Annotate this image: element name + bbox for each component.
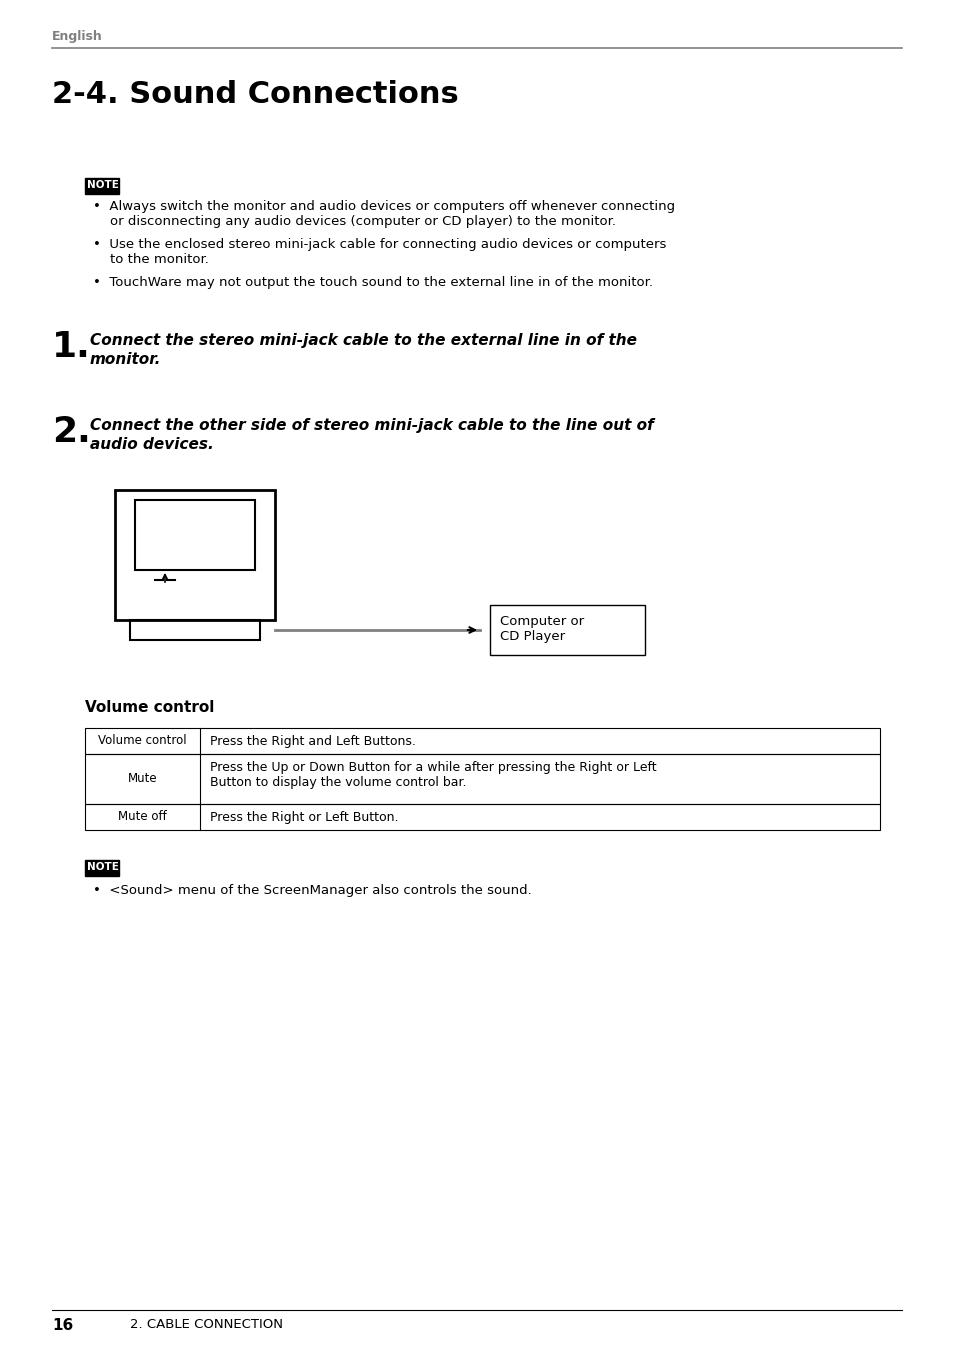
Bar bbox=[85, 728, 879, 754]
Text: Press the Right and Left Buttons.: Press the Right and Left Buttons. bbox=[210, 735, 416, 748]
Text: 2.: 2. bbox=[52, 415, 91, 449]
Text: •  <Sound> menu of the ScreenManager also controls the sound.: • <Sound> menu of the ScreenManager also… bbox=[92, 884, 531, 896]
Text: 16: 16 bbox=[52, 1318, 73, 1333]
Text: Computer or
CD Player: Computer or CD Player bbox=[499, 615, 583, 643]
Text: Connect the other side of stereo mini-jack cable to the line out of: Connect the other side of stereo mini-ja… bbox=[90, 418, 653, 433]
Text: 1.: 1. bbox=[52, 330, 91, 364]
Text: Press the Up or Down Button for a while after pressing the Right or Left
Button : Press the Up or Down Button for a while … bbox=[210, 762, 656, 789]
Text: Press the Right or Left Button.: Press the Right or Left Button. bbox=[210, 811, 398, 824]
Text: 2. CABLE CONNECTION: 2. CABLE CONNECTION bbox=[130, 1318, 283, 1330]
Bar bbox=[130, 620, 260, 640]
Bar bbox=[490, 605, 644, 655]
Bar bbox=[85, 178, 119, 194]
Text: Volume control: Volume control bbox=[85, 700, 214, 714]
Bar bbox=[85, 803, 879, 830]
Bar bbox=[85, 754, 879, 803]
Text: •  Always switch the monitor and audio devices or computers off whenever connect: • Always switch the monitor and audio de… bbox=[92, 200, 675, 228]
Text: audio devices.: audio devices. bbox=[90, 437, 213, 452]
Text: Mute: Mute bbox=[128, 772, 157, 786]
Text: monitor.: monitor. bbox=[90, 352, 161, 367]
Text: Mute off: Mute off bbox=[118, 810, 167, 824]
Text: NOTE: NOTE bbox=[87, 861, 119, 872]
Text: 2-4. Sound Connections: 2-4. Sound Connections bbox=[52, 80, 458, 109]
Text: •  Use the enclosed stereo mini-jack cable for connecting audio devices or compu: • Use the enclosed stereo mini-jack cabl… bbox=[92, 239, 666, 266]
Text: Volume control: Volume control bbox=[98, 735, 187, 748]
Bar bbox=[115, 491, 274, 620]
Text: Connect the stereo mini-jack cable to the external line in of the: Connect the stereo mini-jack cable to th… bbox=[90, 333, 637, 348]
Bar bbox=[85, 860, 119, 876]
Bar bbox=[135, 500, 254, 570]
Text: NOTE: NOTE bbox=[87, 181, 119, 190]
Text: English: English bbox=[52, 30, 103, 43]
Text: •  TouchWare may not output the touch sound to the external line in of the monit: • TouchWare may not output the touch sou… bbox=[92, 276, 652, 288]
